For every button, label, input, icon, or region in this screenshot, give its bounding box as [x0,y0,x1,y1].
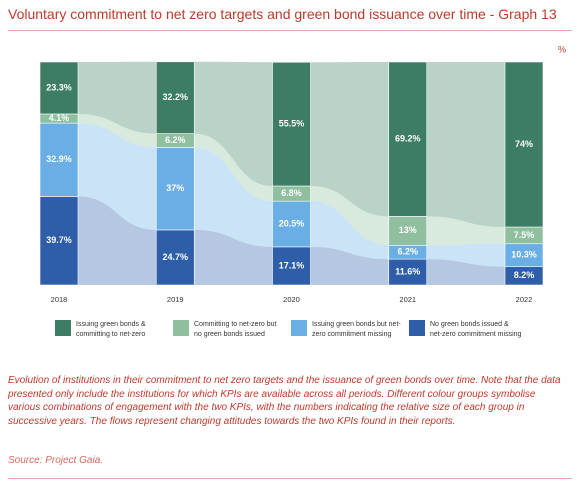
chart: % 39.7% 24.7% 17.1% 11.6% 8.2% 32.9% 37% 20.5% 6… [39,44,566,304]
bar-segment [272,61,311,187]
legend-item: Issuing green bonds & committing to net-… [55,320,168,340]
flows [78,61,505,285]
data-label: 10.3% [511,250,537,260]
chart-title: Voluntary commitment to net zero targets… [8,6,557,22]
flow [310,246,389,285]
source: Source: Project Gaia. [8,455,104,466]
x-tick-label: 2022 [516,295,533,304]
legend-swatch [55,320,71,336]
legend-item: No green bonds issued & net-zero commitm… [409,320,522,340]
bar-segment [39,196,79,286]
data-label: 8.2% [514,270,535,280]
bar-segment [388,61,428,217]
data-label: 69.2% [395,134,421,144]
legend: Issuing green bonds & committing to net-… [55,320,555,360]
data-label: 32.9% [46,154,72,164]
data-label: 32.2% [162,92,188,102]
caption: Evolution of institutions in their commi… [8,375,561,427]
bar-segment [272,246,311,286]
rule [8,478,572,479]
bar-segment [155,147,195,231]
data-label: 6.2% [397,247,418,257]
rule [8,30,572,31]
legend-label: Issuing green bonds but net-zero commitm… [312,321,401,338]
bar-segment [39,61,79,115]
flow [310,185,389,246]
flow [78,113,157,148]
data-label: 20.5% [279,218,305,228]
flow [78,61,157,134]
data-label: 7.5% [514,230,535,240]
bar-segment [388,216,428,246]
legend-label: Issuing green bonds & committing to net-… [76,321,146,338]
legend-label: Committing to net-zero but no green bond… [194,321,277,338]
data-label: 74% [515,139,533,149]
flow [194,133,273,202]
legend-label: No green bonds issued & net-zero commitm… [430,321,522,338]
flow [310,201,389,260]
data-label: 13% [399,225,417,235]
flow [426,62,505,228]
x-tick-label: 2021 [399,295,416,304]
bar-segment [388,258,428,286]
legend-item: Issuing green bonds but net-zero commitm… [291,320,404,340]
flow [310,62,389,217]
legend-swatch [173,320,189,336]
flow [194,229,273,285]
data-label: 37% [166,183,184,193]
data-label: 24.7% [162,252,188,262]
x-tick-label: 2020 [283,295,300,304]
flow [426,243,505,267]
flow [194,147,273,247]
flow [426,259,505,285]
bar-segment [504,61,544,228]
data-label: 4.1% [49,113,70,123]
data-label: 17.1% [279,260,305,270]
unit-label: % [558,44,566,54]
data-label: 11.6% [395,266,420,276]
data-label: 39.7% [46,235,72,245]
data-label: 55.5% [279,118,305,128]
data-label: 6.8% [281,188,302,198]
flow [194,61,273,186]
legend-swatch [409,320,425,336]
x-tick-label: 2019 [167,295,184,304]
data-label: 23.3% [46,82,72,92]
legend-item: Committing to net-zero but no green bond… [173,320,286,340]
flow [78,123,157,230]
flow [78,196,157,285]
bar-segment [155,229,195,286]
flow [426,216,505,246]
data-label: 6.2% [165,135,186,145]
x-tick-label: 2018 [51,295,68,304]
legend-swatch [291,320,307,336]
bar-segment [39,122,79,197]
bar-segment [155,61,195,134]
